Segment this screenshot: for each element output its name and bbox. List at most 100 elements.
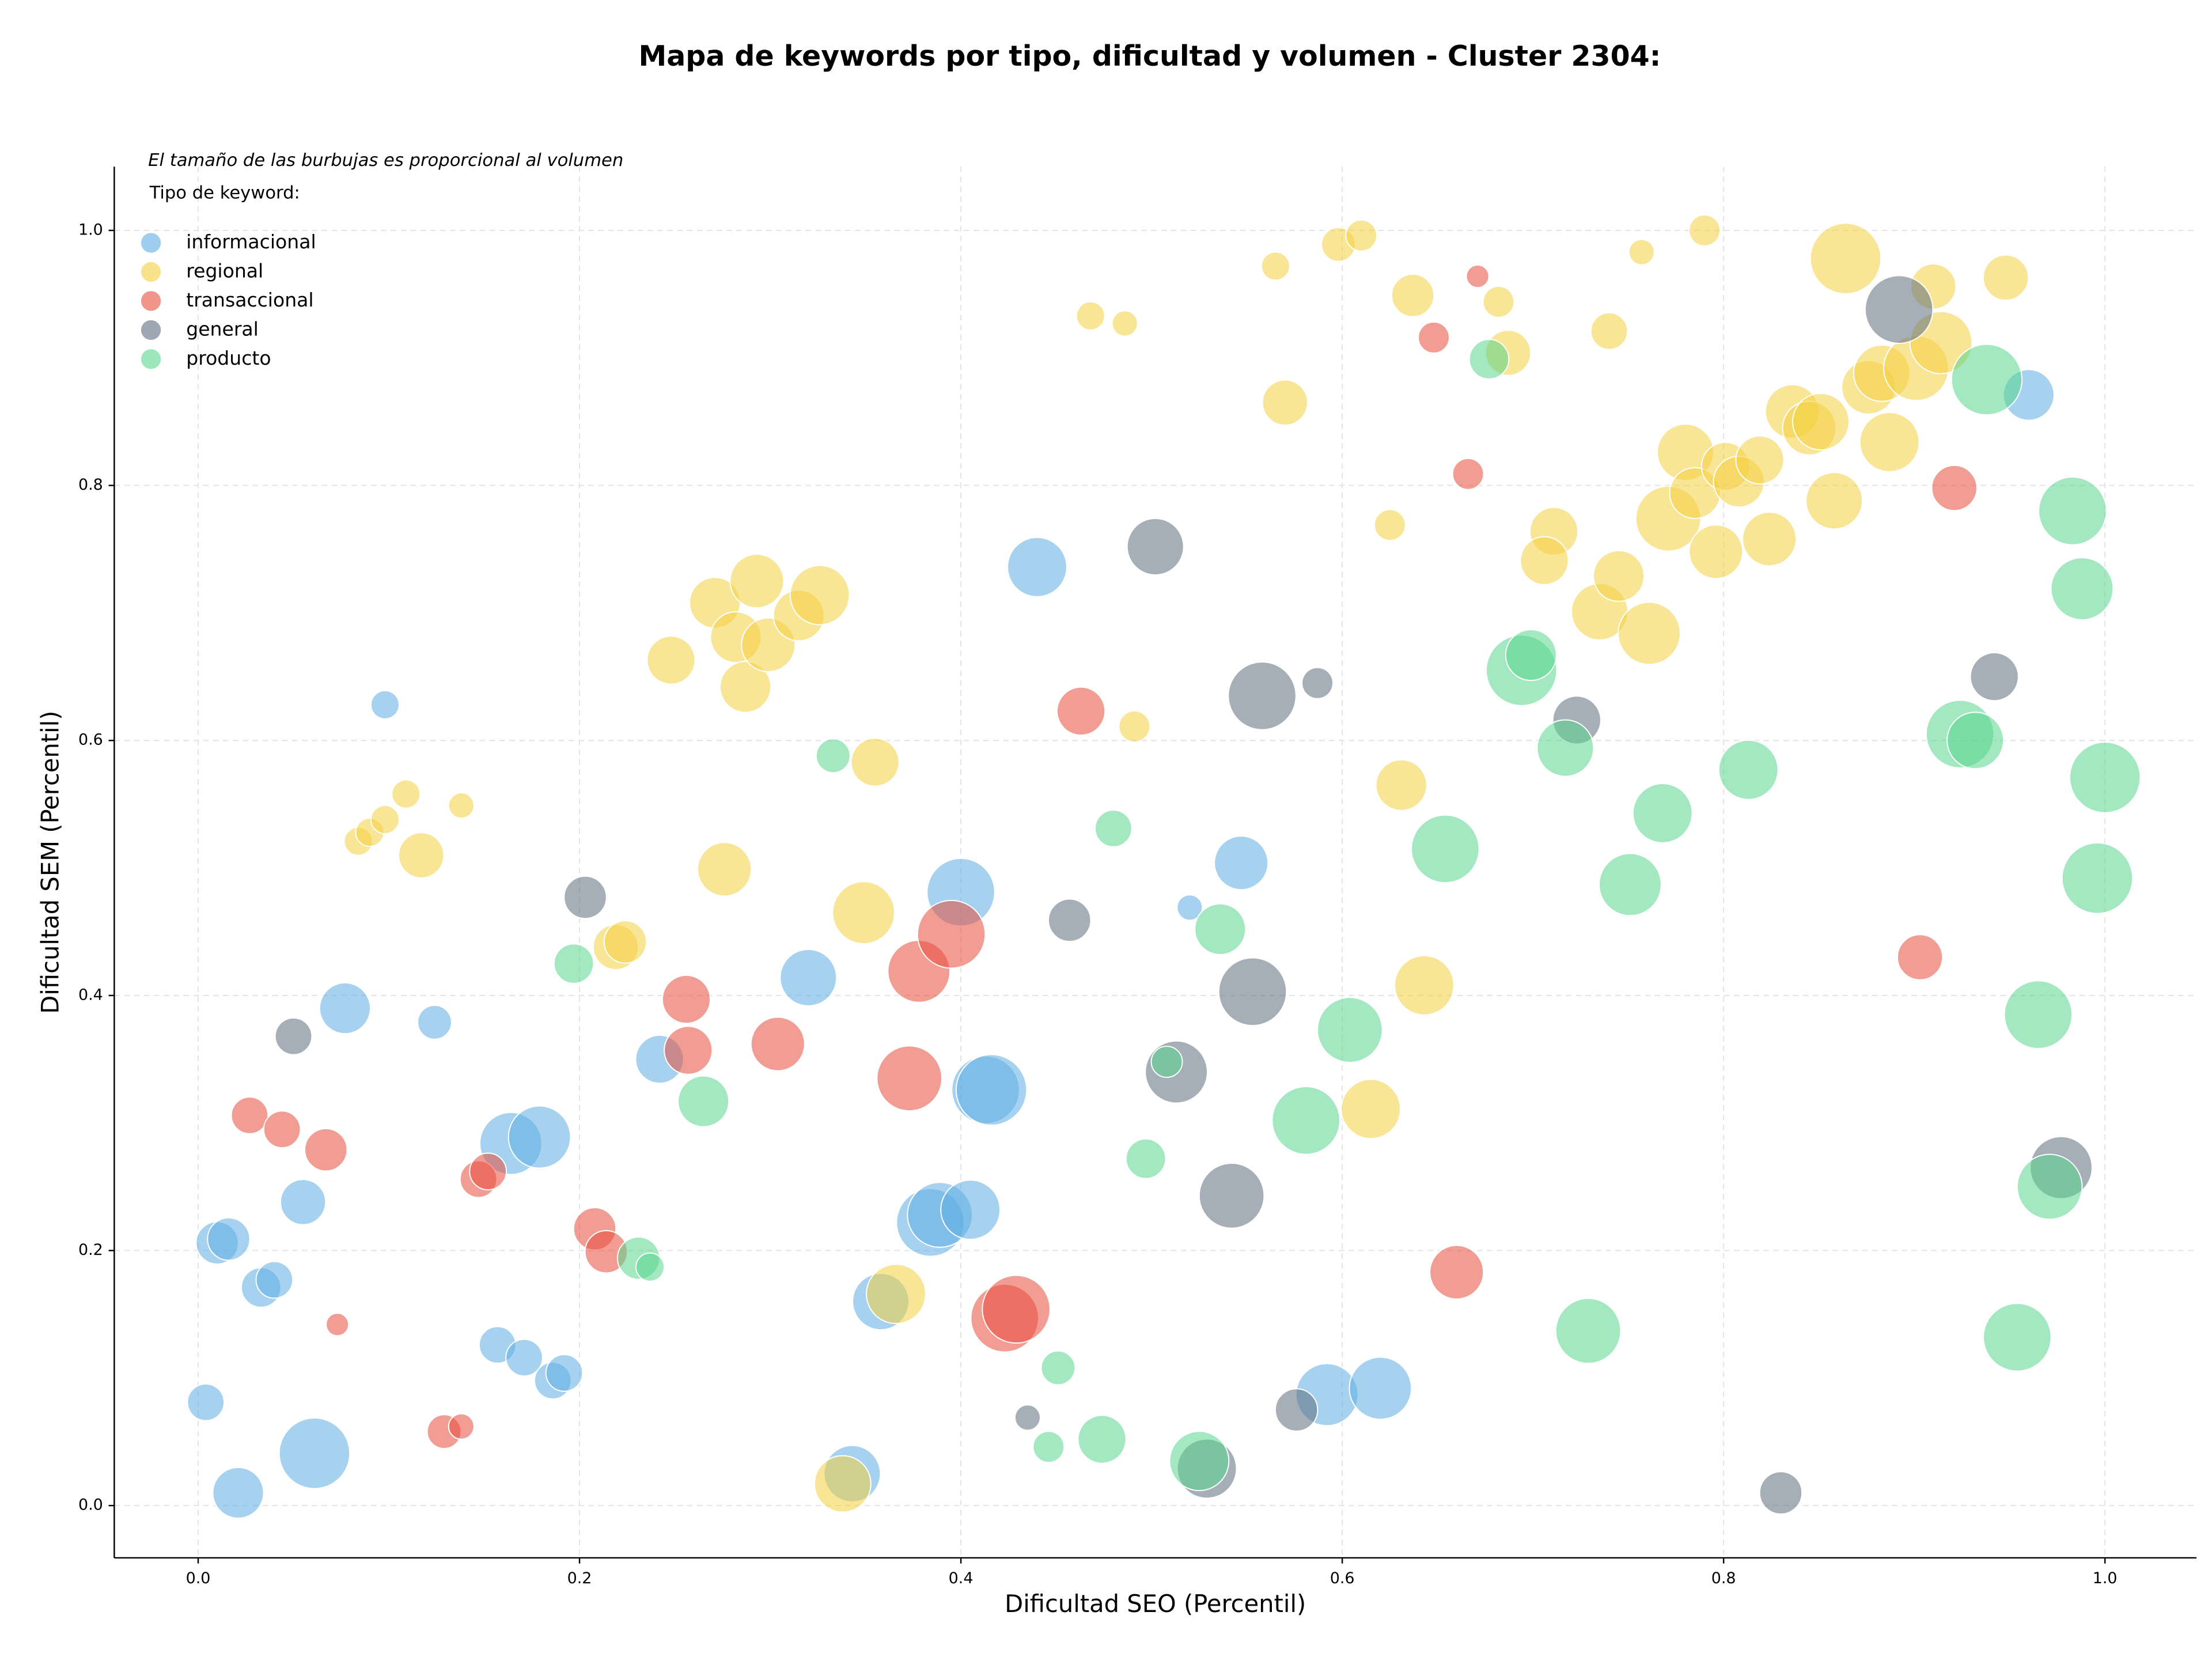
bubble <box>664 1026 713 1075</box>
bubble <box>1194 903 1247 955</box>
bubble <box>2069 741 2141 814</box>
bubble <box>325 1312 350 1337</box>
bubble <box>1014 1404 1041 1431</box>
bubble <box>1896 934 1944 981</box>
bubble <box>279 1179 327 1225</box>
bubble <box>2016 1153 2083 1220</box>
bubble <box>789 565 850 626</box>
bubble <box>1931 464 1978 512</box>
bubble <box>1375 759 1427 811</box>
legend-label: producto <box>186 347 271 369</box>
bubble <box>1048 898 1092 943</box>
bubble <box>1118 710 1151 743</box>
bubble <box>398 832 445 879</box>
bubble <box>1040 1350 1076 1386</box>
bubble <box>1590 312 1628 350</box>
bubble <box>1859 411 1920 472</box>
chart-title: Mapa de keywords por tipo, dificultad y … <box>639 40 1661 73</box>
bubble <box>1094 809 1132 847</box>
bubble <box>1169 1431 1230 1492</box>
bubble <box>391 779 421 809</box>
x-tick-label: 0.8 <box>1711 1569 1736 1587</box>
bubble <box>1864 275 1934 344</box>
y-tick-label: 1.0 <box>78 221 103 239</box>
bubble <box>2003 980 2073 1049</box>
bubble <box>1468 339 1510 380</box>
bubble <box>370 804 400 834</box>
bubble <box>1126 517 1184 576</box>
y-tick-label: 0.0 <box>78 1496 103 1514</box>
bubble <box>1032 1431 1065 1463</box>
bubble <box>1317 997 1383 1063</box>
bubble <box>661 974 711 1024</box>
bubble <box>635 1252 665 1282</box>
bubble <box>982 1274 1051 1344</box>
bubble <box>304 1127 348 1172</box>
bubble <box>1735 435 1785 485</box>
bubble <box>1983 1303 2052 1372</box>
bubble <box>916 899 986 969</box>
bubble <box>1260 251 1290 281</box>
x-tick-label: 0.4 <box>949 1569 974 1587</box>
bubble <box>1718 739 1779 800</box>
bubble <box>1628 239 1655 266</box>
bubble <box>1391 274 1435 317</box>
bubble <box>1373 509 1406 542</box>
legend-marker <box>141 291 161 311</box>
bubble <box>274 1017 313 1055</box>
bubble <box>876 1045 943 1112</box>
bubble <box>370 690 400 720</box>
bubble <box>1465 264 1490 289</box>
bubble <box>850 737 900 787</box>
bubble <box>697 842 752 897</box>
bubble <box>1536 719 1594 777</box>
bubble <box>448 792 475 819</box>
bubble <box>1411 814 1480 884</box>
bubble <box>940 1179 1001 1240</box>
bubble <box>505 1338 543 1377</box>
x-tick-label: 0.6 <box>1330 1569 1355 1587</box>
bubble <box>1301 667 1334 699</box>
x-tick-label: 1.0 <box>2093 1569 2118 1587</box>
legend-marker <box>141 320 161 340</box>
bubble <box>1262 379 1308 426</box>
bubble <box>1618 601 1681 665</box>
legend-label: regional <box>186 259 263 282</box>
bubble <box>729 554 785 609</box>
bubble <box>1271 1086 1340 1155</box>
bubble <box>1340 1079 1402 1140</box>
bubble <box>417 1005 452 1040</box>
bubble <box>779 948 838 1007</box>
bubble <box>1228 661 1297 731</box>
bubble <box>1792 392 1850 451</box>
y-axis-label: Dificultad SEM (Percentil) <box>36 710 65 1013</box>
bubble <box>866 1263 926 1325</box>
bubble <box>553 943 594 984</box>
bubble <box>1599 853 1662 917</box>
bubble <box>448 1413 475 1440</box>
bubble <box>815 738 851 774</box>
bubble <box>187 1383 225 1421</box>
legend-label: general <box>186 317 259 340</box>
bubble <box>1150 1046 1183 1078</box>
bubble <box>1176 894 1203 921</box>
bubble <box>469 1152 507 1191</box>
bubble <box>1805 472 1863 530</box>
y-tick-label: 0.6 <box>78 731 103 749</box>
legend: Tipo de keyword: informacional regional tra… <box>141 183 316 369</box>
bubble <box>1218 957 1287 1027</box>
bubble <box>1452 457 1484 490</box>
legend-marker <box>141 349 161 369</box>
bubbles <box>187 214 2141 1519</box>
bubble <box>1809 222 1882 294</box>
bubble <box>263 1110 301 1149</box>
bubble <box>2050 557 2114 620</box>
bubble <box>230 1096 269 1134</box>
bubble <box>1056 686 1106 736</box>
x-tick-label: 0.0 <box>186 1569 211 1587</box>
bubble <box>1555 1297 1622 1364</box>
bubble <box>1759 1471 1803 1515</box>
bubble <box>207 1217 251 1261</box>
